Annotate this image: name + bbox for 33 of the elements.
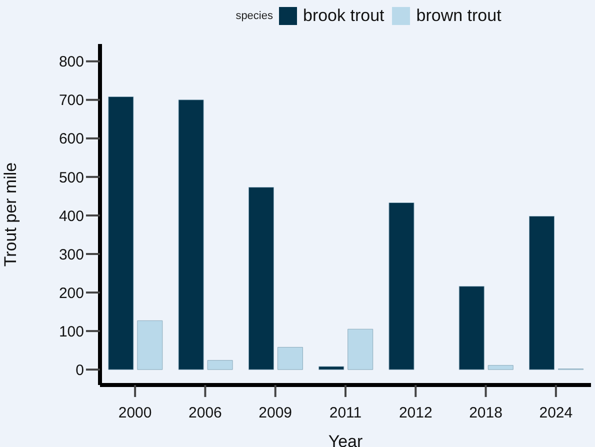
y-tick-label: 200 [58, 284, 84, 302]
bar [348, 328, 374, 370]
y-tick-label: 700 [58, 92, 84, 110]
x-tick-label: 2009 [258, 404, 292, 422]
y-tick-label: 100 [58, 323, 84, 340]
bar [388, 202, 414, 370]
x-tick-label: 2011 [329, 404, 362, 422]
bar [318, 366, 344, 370]
bar [458, 286, 484, 370]
bar [248, 187, 274, 370]
x-tick-label: 2018 [469, 404, 502, 422]
legend-label: brook trout [302, 6, 384, 26]
y-tick-label: 500 [58, 169, 84, 186]
y-tick-label: 800 [58, 54, 84, 71]
bar [207, 360, 233, 370]
bar [529, 216, 555, 370]
bar [488, 365, 514, 370]
y-tick-label: 300 [58, 246, 84, 264]
legend-title: species [236, 10, 273, 22]
y-axis-title: Trout per mile [1, 162, 20, 267]
x-tick-label: 2024 [539, 404, 573, 422]
x-tick-label: 2000 [118, 404, 152, 422]
bar [137, 320, 163, 370]
x-axis-title: Year [328, 432, 364, 447]
x-tick-label: 2012 [398, 404, 432, 422]
y-tick-label: 600 [58, 130, 84, 148]
legend-label: brown trout [416, 6, 502, 26]
x-tick-label: 2006 [188, 404, 222, 422]
bar [108, 96, 134, 370]
y-tick-label: 400 [58, 208, 84, 225]
y-tick-label: 0 [76, 362, 84, 379]
bar [277, 346, 303, 370]
bar [178, 100, 204, 370]
